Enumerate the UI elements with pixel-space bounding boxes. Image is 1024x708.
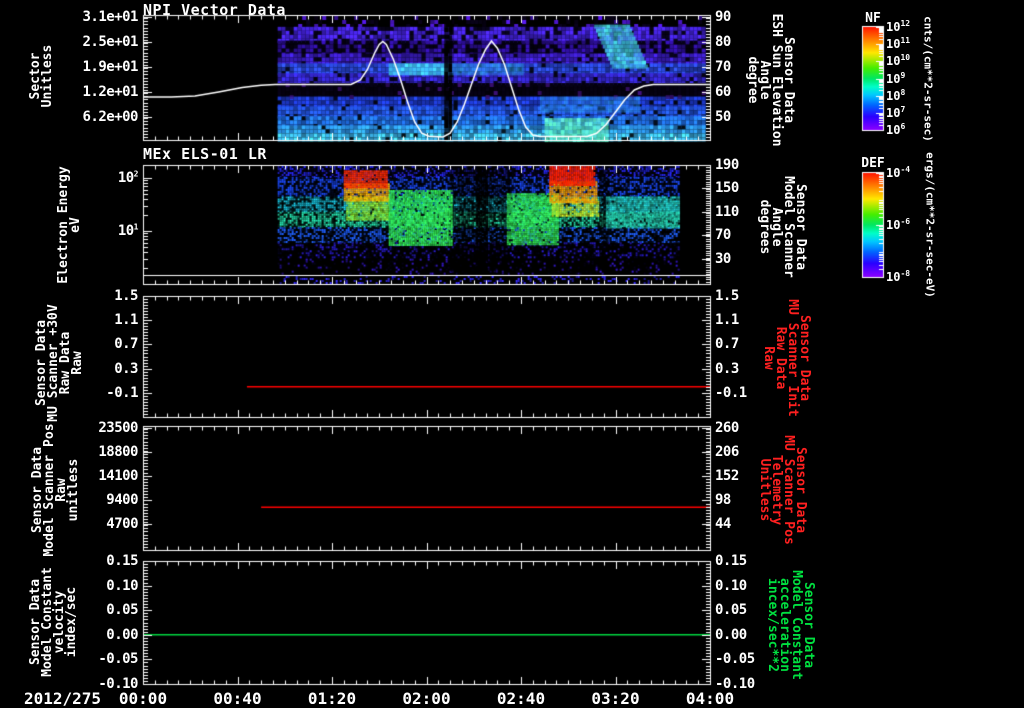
colorbar-def-units: ergs/(cm**2-sr-sec-eV) [923,152,937,298]
y-tick-label-left: 0.7 [114,336,138,353]
y-tick-label-right: 0.7 [715,336,739,353]
y-tick-label-right: 44 [715,516,731,533]
x-axis-date-label: 2012/275 [24,689,102,708]
panel1-title: NPI Vector Data [143,1,286,19]
y-tick-label-left: -0.05 [98,651,138,668]
colorbar-tick-label: 1011 [886,36,911,52]
y-tick-label-right: 152 [715,468,739,485]
y-tick-label-left: 3.1e+01 [82,9,138,25]
y-tick-label-left: 1.2e+01 [82,84,138,100]
y-tick-label-left: 0.3 [114,360,138,377]
y-tick-label-right: 90 [715,9,731,25]
y-tick-label-right: 0.05 [715,602,747,619]
y-tick-label-left: 0.10 [106,577,138,594]
x-tick-label: 00:00 [118,689,168,708]
colorbar-tick-label: 106 [886,122,906,138]
colorbar-tick-label: 10-6 [886,217,911,233]
y-tick-label-right: 80 [715,34,731,50]
colorbar-nf-title: NF [865,11,881,26]
y-tick-label-left: 4700 [106,516,138,533]
y-tick-label-right: 1.5 [715,288,739,304]
colorbar-tick-label: 10-4 [886,165,911,181]
y-tick-label-right: 260 [715,419,739,436]
y-tick-label-right: 60 [715,84,731,100]
y-tick-label-left: 1.1 [114,312,138,329]
y-tick-label-right: -0.10 [715,676,755,692]
y-tick-label-right: 70 [715,59,731,75]
y-tick-label-right: 110 [715,203,739,220]
colorbar-tick-label: 10-8 [886,269,911,285]
y-tick-label-left: 0.15 [106,553,138,569]
y-tick-label-right: 98 [715,492,731,509]
colorbar-nf-units: cnts/(cm**2-sr-sec) [921,15,935,142]
y-tick-label-left: 23500 [98,419,138,436]
y-tick-label-right: 0.15 [715,553,747,569]
x-tick-label: 02:00 [402,689,451,708]
colorbar-tick-label: 109 [886,70,906,86]
y-tick-label-right: -0.1 [715,384,747,401]
y-tick-label-left: 6.2e+00 [82,109,138,125]
x-tick-label: 04:00 [685,689,735,708]
x-tick-label: 02:40 [496,689,546,708]
y-tick-label-left: 101 [117,222,139,240]
y-tick-label-right: 1.1 [715,312,739,329]
y-tick-label-left: 9400 [106,492,138,509]
y-tick-label-right: 0.3 [715,360,739,377]
y-tick-label-right: 0.10 [715,577,747,594]
y-tick-label-right: 50 [715,109,731,125]
y-tick-label-right: 190 [715,157,739,173]
panel1-left-axis-label: Sector Unitless [28,44,55,108]
colorbar-tick-label: 107 [886,104,906,120]
x-tick-label: 01:20 [307,689,357,708]
colorbar-tick-label: 1012 [886,19,911,35]
y-tick-label-right: 150 [715,179,739,196]
y-tick-label-right: 0.00 [715,626,747,643]
x-tick-label: 03:20 [591,689,640,708]
y-tick-label-left: 18800 [98,444,138,461]
y-tick-label-left: 14100 [98,468,138,485]
y-tick-label-left: 102 [117,169,139,186]
colorbar-tick-label: 108 [886,87,906,103]
x-tick-label: 00:40 [213,689,262,708]
y-tick-label-right: 206 [715,444,739,461]
y-tick-label-left: 1.5 [114,288,138,304]
y-tick-label-left: -0.1 [106,384,138,401]
y-tick-label-left: -0.10 [98,676,138,692]
colorbar-def-title: DEF [861,156,885,171]
y-tick-label-right: 30 [715,251,731,268]
y-tick-label-right: 70 [715,227,731,244]
y-tick-label-left: 1.9e+01 [82,59,138,75]
y-tick-label-left: 2.5e+01 [82,34,138,50]
panel2-title: MEx ELS-01 LR [143,145,267,163]
y-tick-label-left: 0.00 [106,626,138,643]
y-tick-label-right: -0.05 [715,651,755,668]
y-tick-label-left: 0.05 [106,602,138,619]
colorbar-tick-label: 1010 [886,53,911,69]
